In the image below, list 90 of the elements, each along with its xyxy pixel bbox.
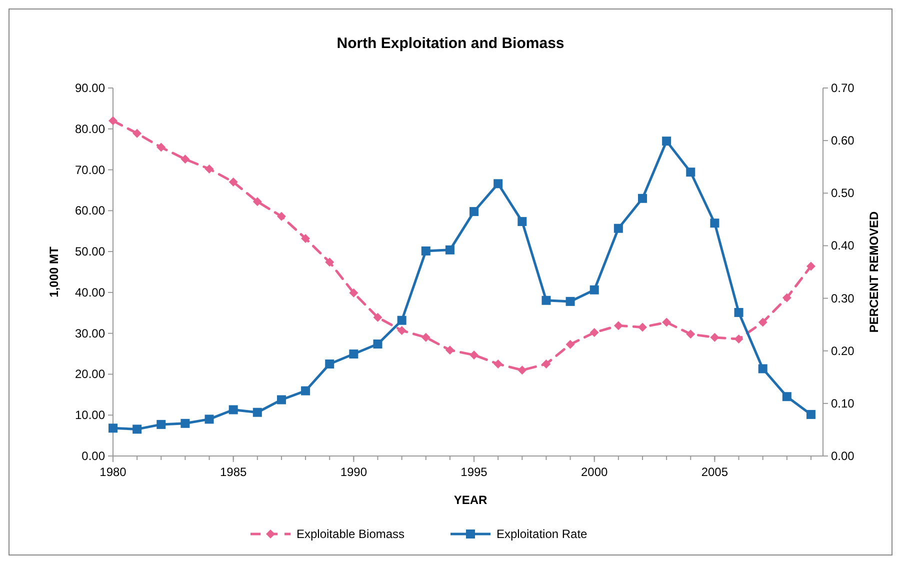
point [132,128,142,138]
point [590,285,599,294]
point [734,308,744,317]
point [373,312,382,322]
point [470,207,479,216]
point [421,246,430,256]
point [276,395,286,404]
point [806,262,816,271]
point [518,217,527,226]
point [180,154,190,164]
x-tick-label: 1980 [100,465,127,479]
point [108,116,118,126]
point [156,142,166,152]
x-tick-label: 2000 [581,465,608,479]
y-tick-label: 40.00 [74,285,106,300]
point [542,360,551,368]
point [494,360,503,368]
point [445,346,454,355]
y-tick-label: 60.00 [74,204,106,218]
x-axis-title: YEAR [454,493,488,507]
y-tick-label: 20.00 [74,367,106,382]
legend-label: Exploitation Rate [496,527,588,541]
y-tick-label: 30.00 [74,326,106,340]
point [204,164,214,174]
point [542,296,551,305]
point [470,350,479,360]
y2-tick-label: 0.30 [831,291,855,306]
x-tick-label: 1985 [220,465,248,479]
y2-axis-title: PERCENT REMOVED [867,211,881,333]
point [373,340,382,349]
point [325,258,334,267]
y-tick-label: 90.00 [74,81,106,95]
point [132,424,142,434]
y-tick-label: 70.00 [74,162,106,177]
y2-tick-label: 0.60 [831,134,855,148]
y2-tick-label: 0.00 [831,449,855,463]
x-tick-label: 1995 [460,465,488,479]
point [108,424,118,433]
y-tick-label: 50.00 [74,244,106,259]
chart-title: North Exploitation and Biomass [336,35,564,52]
point [494,179,503,188]
point [662,318,672,327]
point [782,293,792,302]
point [686,168,696,177]
point [156,420,166,429]
y-tick-label: 80.00 [74,122,106,136]
point [686,330,696,339]
point [710,218,720,228]
point [252,197,262,206]
point [301,234,310,243]
point [758,318,768,327]
point [301,386,310,396]
point [662,136,672,146]
point [590,328,599,338]
point [228,178,238,187]
point [252,408,262,417]
point [614,321,623,330]
point [710,332,720,342]
point [806,410,816,419]
y2-tick-label: 0.50 [831,186,855,200]
x-tick-label: 2005 [701,465,728,479]
point [445,245,454,254]
point [397,316,406,325]
y-tick-label: 10.00 [74,408,106,422]
y2-tick-label: 0.10 [831,396,855,410]
y-axis-title: 1,000 MT [47,246,61,298]
point [566,296,575,306]
point [228,405,238,414]
x-tick-label: 1990 [340,465,368,479]
point [397,326,406,335]
point [614,224,623,233]
point [325,360,334,368]
y2-tick-label: 0.20 [831,344,855,358]
point [204,414,214,424]
point [518,366,527,375]
point [276,212,286,221]
point [349,350,358,359]
point [180,418,190,428]
point [349,288,358,298]
y-tick-label: 0.00 [82,449,106,463]
point [782,392,792,402]
point [638,322,647,332]
point [638,194,647,203]
y2-tick-label: 0.70 [831,81,855,95]
point [734,334,744,344]
point [758,364,768,374]
point [566,340,575,349]
y2-tick-label: 0.40 [831,238,855,253]
point [421,332,430,342]
legend-label: Exploitable Biomass [296,527,405,541]
